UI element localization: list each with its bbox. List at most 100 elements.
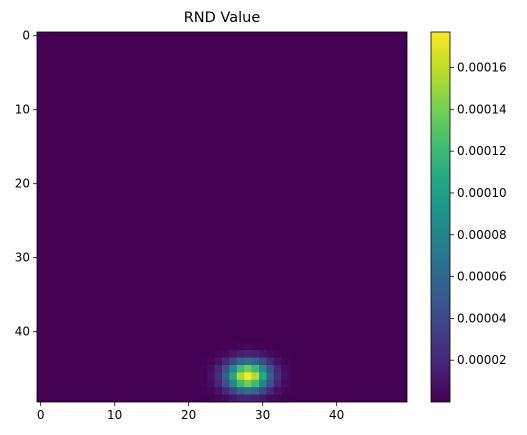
- heatmap-cell: [222, 342, 230, 351]
- heatmap-cell: [244, 387, 252, 395]
- colorbar-tick-label: 0.00006: [457, 270, 507, 284]
- heatmap-cell: [288, 372, 297, 381]
- heatmap-cell: [236, 350, 245, 358]
- heatmap-cell: [222, 372, 230, 381]
- heatmap-cell: [236, 357, 245, 366]
- heatmap-cell: [229, 372, 238, 381]
- heatmap-cell: [214, 365, 223, 373]
- heatmap-cell: [236, 372, 245, 381]
- heatmap-cell: [273, 387, 282, 395]
- colorbar: [431, 32, 450, 402]
- heatmap-cell: [199, 387, 208, 395]
- heatmap-cell: [259, 387, 267, 395]
- heatmap-cell: [266, 379, 275, 388]
- y-tick-label: 20: [15, 177, 30, 191]
- colorbar-tick-label: 0.00002: [457, 353, 507, 367]
- heatmap-cell: [244, 372, 252, 381]
- heatmap-cell: [266, 394, 275, 403]
- y-tick-label: 0: [22, 29, 30, 43]
- x-tick-label: 30: [255, 408, 270, 422]
- heatmap-cell: [207, 365, 215, 373]
- heatmap-cell: [214, 379, 223, 388]
- x-tick-label: 40: [329, 408, 344, 422]
- heatmap-cell: [222, 365, 230, 373]
- heatmap-cell: [251, 342, 260, 351]
- heatmap-cell: [207, 379, 215, 388]
- heatmap-cell: [229, 394, 238, 403]
- heatmap-cell: [266, 365, 275, 373]
- heatmap-cell: [214, 350, 223, 358]
- heatmap-cell: [236, 387, 245, 395]
- heatmap-cell: [259, 394, 267, 403]
- heatmap-cell: [273, 379, 282, 388]
- colorbar-tick-label: 0.00012: [457, 144, 507, 158]
- heatmap-cell: [266, 350, 275, 358]
- heatmap-cell: [281, 379, 289, 388]
- x-tick-label: 0: [37, 408, 45, 422]
- colorbar-axis: 0.00002 0.00004 0.00006 0.00008 0.00010 0.000…: [450, 61, 507, 367]
- heatmap-cell: [288, 357, 297, 366]
- colorbar-tick-label: 0.00008: [457, 228, 507, 242]
- heatmap-cell: [273, 350, 282, 358]
- heatmap-background: [37, 32, 407, 402]
- heatmap-cell: [222, 379, 230, 388]
- heatmap-cell: [199, 357, 208, 366]
- heatmap-cell: [281, 387, 289, 395]
- heatmap-frame: [36, 31, 408, 403]
- heatmap-cell: [214, 372, 223, 381]
- heatmap-cell: [288, 387, 297, 395]
- heatmap-cell: [229, 357, 238, 366]
- axes: 0 10 20 30 40 0 10 20 30 40: [15, 29, 345, 422]
- heatmap-cell: [236, 365, 245, 373]
- heatmap-cell: [214, 387, 223, 395]
- heatmap-cell: [266, 372, 275, 381]
- colorbar-tick-label: 0.00016: [457, 61, 507, 75]
- heatmap-cell: [229, 365, 238, 373]
- y-tick-label: 10: [15, 103, 30, 117]
- heatmap-cell: [244, 357, 252, 366]
- heatmap-cell: [244, 350, 252, 358]
- heatmap-cell: [251, 350, 260, 358]
- heatmap-cell: [199, 372, 208, 381]
- heatmap-cell: [259, 365, 267, 373]
- heatmap-cell: [273, 372, 282, 381]
- heatmap-cell: [229, 387, 238, 395]
- heatmap-cell: [236, 342, 245, 351]
- colorbar-tick-label: 0.00010: [457, 186, 507, 200]
- heatmap-cell: [207, 372, 215, 381]
- heatmap-cell: [229, 379, 238, 388]
- x-tick-label: 20: [181, 408, 196, 422]
- heatmap-cell: [207, 387, 215, 395]
- heatmap-cell: [266, 357, 275, 366]
- heatmap-cell: [288, 365, 297, 373]
- heatmap-cell: [244, 365, 252, 373]
- heatmap-cell: [251, 379, 260, 388]
- heatmap-cell: [273, 357, 282, 366]
- heatmap-cell: [199, 379, 208, 388]
- colorbar-tick-label: 0.00004: [457, 311, 507, 325]
- x-tick-label: 10: [107, 408, 122, 422]
- heatmap-cell: [281, 350, 289, 358]
- heatmap-cell: [266, 342, 275, 351]
- heatmap-cell: [207, 394, 215, 403]
- heatmap-cell: [236, 379, 245, 388]
- heatmap-cell: [281, 372, 289, 381]
- heatmap-cell: [251, 365, 260, 373]
- heatmap-cell: [251, 387, 260, 395]
- heatmap-cell: [207, 357, 215, 366]
- heatmap-cell: [229, 342, 238, 351]
- heatmap-cell: [214, 394, 223, 403]
- heatmap-cell: [288, 379, 297, 388]
- heatmap-cell: [259, 372, 267, 381]
- heatmap-cell: [266, 387, 275, 395]
- chart-title: RND Value: [184, 10, 261, 26]
- colorbar-frame: [430, 31, 451, 403]
- heatmap-cell: [214, 357, 223, 366]
- heatmap-cell: [281, 394, 289, 403]
- heatmap-cell: [222, 350, 230, 358]
- heatmap-cell: [251, 394, 260, 403]
- heatmap-cell: [259, 342, 267, 351]
- heatmap-cell: [273, 365, 282, 373]
- heatmap-cell: [281, 365, 289, 373]
